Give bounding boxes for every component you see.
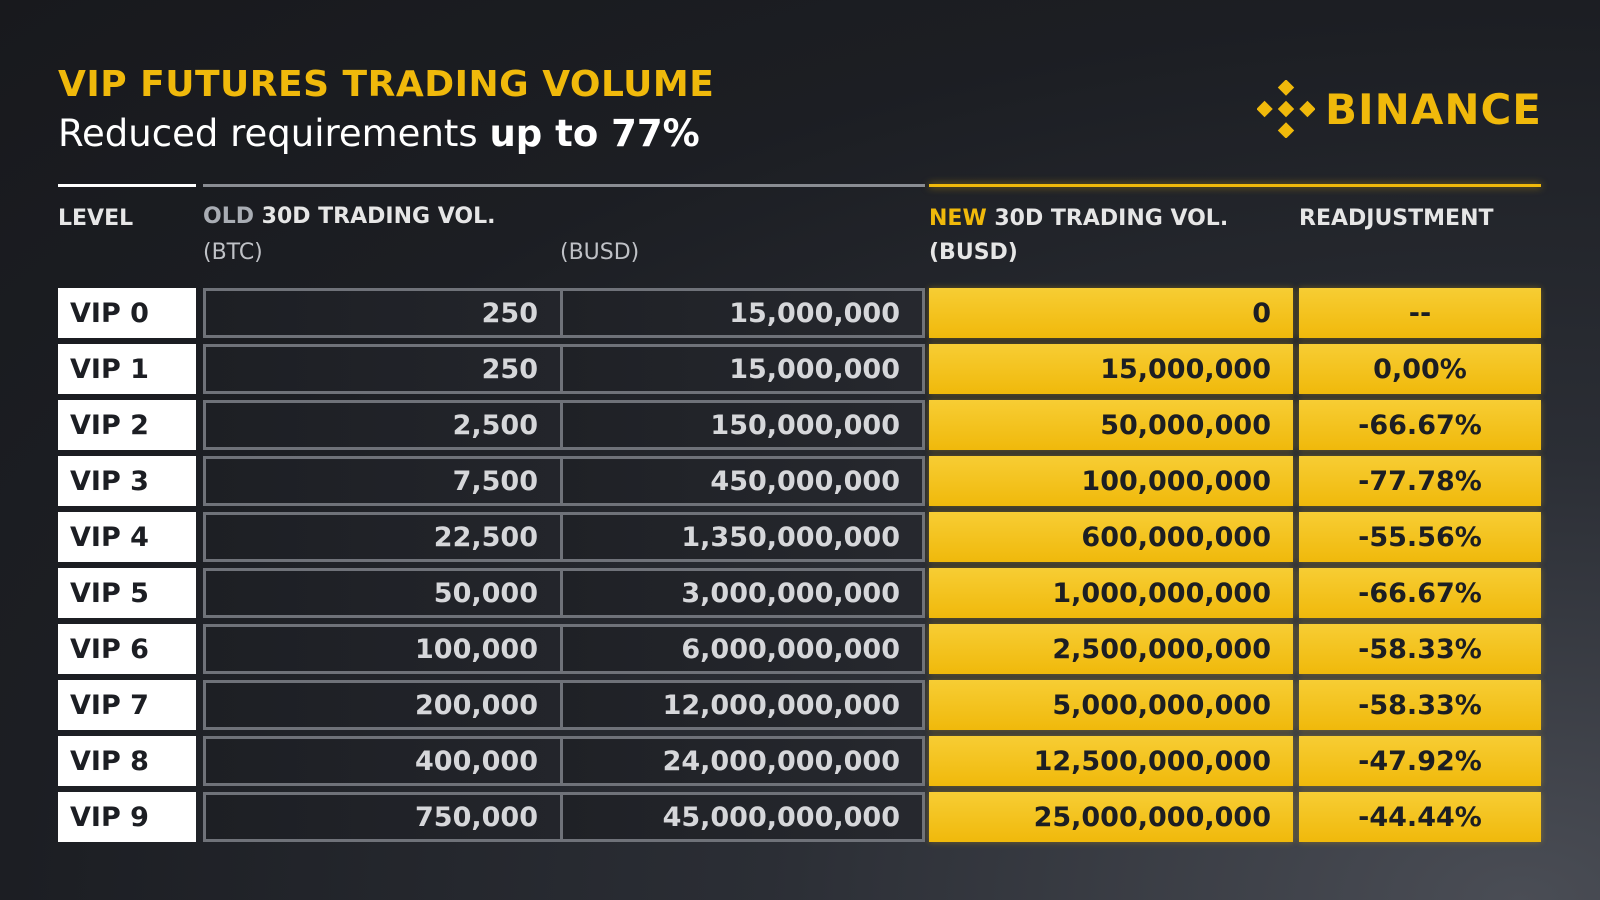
new-busd-unit: (BUSD): [929, 240, 1018, 265]
new-busd-cell: 50,000,000: [929, 400, 1293, 450]
table-row: VIP 4 22,500 1,350,000,000 600,000,000 -…: [58, 512, 1541, 562]
subtitle-emphasis: up to 77%: [489, 112, 700, 155]
readjustment-cell: -58.33%: [1299, 680, 1541, 730]
old-busd-cell: 15,000,000: [563, 288, 925, 338]
brand-logo: BINANCE: [1257, 80, 1542, 138]
page-title: VIP FUTURES TRADING VOLUME: [58, 64, 715, 105]
old-btc-cell: 750,000: [203, 792, 563, 842]
old-volume-column-header: OLD 30D TRADING VOL.: [203, 204, 495, 229]
level-cell: VIP 4: [58, 512, 196, 562]
table-row: VIP 0 250 15,000,000 0 --: [58, 288, 1541, 338]
new-busd-cell: 5,000,000,000: [929, 680, 1293, 730]
binance-logo-icon: [1257, 80, 1316, 138]
brand-name: BINANCE: [1325, 84, 1542, 134]
table-row: VIP 2 2,500 150,000,000 50,000,000 -66.6…: [58, 400, 1541, 450]
level-cell: VIP 5: [58, 568, 196, 618]
level-cell: VIP 2: [58, 400, 196, 450]
readjustment-cell: -66.67%: [1299, 400, 1541, 450]
table-row: VIP 9 750,000 45,000,000,000 25,000,000,…: [58, 792, 1541, 842]
readjustment-cell: -55.56%: [1299, 512, 1541, 562]
new-busd-cell: 1,000,000,000: [929, 568, 1293, 618]
readjustment-cell: -47.92%: [1299, 736, 1541, 786]
level-column-header: LEVEL: [58, 206, 134, 231]
readjustment-cell: -77.78%: [1299, 456, 1541, 506]
level-cell: VIP 8: [58, 736, 196, 786]
table-row: VIP 5 50,000 3,000,000,000 1,000,000,000…: [58, 568, 1541, 618]
old-busd-cell: 15,000,000: [563, 344, 925, 394]
old-busd-cell: 150,000,000: [563, 400, 925, 450]
new-busd-cell: 0: [929, 288, 1293, 338]
old-label: 30D TRADING VOL.: [253, 204, 496, 229]
level-cell: VIP 6: [58, 624, 196, 674]
new-volume-column-header: NEW 30D TRADING VOL.: [929, 206, 1228, 231]
readjustment-cell: -58.33%: [1299, 624, 1541, 674]
table-row: VIP 3 7,500 450,000,000 100,000,000 -77.…: [58, 456, 1541, 506]
new-highlight: NEW: [929, 206, 987, 231]
old-busd-unit: (BUSD): [560, 240, 640, 265]
new-busd-cell: 15,000,000: [929, 344, 1293, 394]
level-cell: VIP 0: [58, 288, 196, 338]
page-subtitle: Reduced requirements up to 77%: [58, 112, 700, 155]
old-btc-cell: 250: [203, 288, 563, 338]
readjustment-column-header: READJUSTMENT: [1299, 206, 1494, 231]
new-header-rule: [929, 184, 1541, 187]
table-row: VIP 7 200,000 12,000,000,000 5,000,000,0…: [58, 680, 1541, 730]
old-btc-unit: (BTC): [203, 240, 263, 265]
new-busd-cell: 25,000,000,000: [929, 792, 1293, 842]
old-busd-cell: 12,000,000,000: [563, 680, 925, 730]
level-cell: VIP 9: [58, 792, 196, 842]
old-busd-cell: 6,000,000,000: [563, 624, 925, 674]
subtitle-prefix: Reduced requirements: [58, 112, 490, 155]
old-highlight: OLD: [203, 204, 254, 229]
readjustment-cell: 0,00%: [1299, 344, 1541, 394]
level-cell: VIP 1: [58, 344, 196, 394]
old-busd-cell: 45,000,000,000: [563, 792, 925, 842]
old-btc-cell: 7,500: [203, 456, 563, 506]
level-cell: VIP 7: [58, 680, 196, 730]
readjustment-cell: -44.44%: [1299, 792, 1541, 842]
table-row: VIP 6 100,000 6,000,000,000 2,500,000,00…: [58, 624, 1541, 674]
level-cell: VIP 3: [58, 456, 196, 506]
old-busd-cell: 3,000,000,000: [563, 568, 925, 618]
old-btc-cell: 250: [203, 344, 563, 394]
level-header-rule: [58, 184, 196, 187]
table-row: VIP 8 400,000 24,000,000,000 12,500,000,…: [58, 736, 1541, 786]
new-busd-cell: 12,500,000,000: [929, 736, 1293, 786]
new-label: 30D TRADING VOL.: [986, 206, 1229, 231]
old-btc-cell: 50,000: [203, 568, 563, 618]
old-header-rule: [203, 184, 925, 187]
old-busd-cell: 450,000,000: [563, 456, 925, 506]
readjustment-cell: --: [1299, 288, 1541, 338]
old-busd-cell: 24,000,000,000: [563, 736, 925, 786]
table-row: VIP 1 250 15,000,000 15,000,000 0,00%: [58, 344, 1541, 394]
new-busd-cell: 600,000,000: [929, 512, 1293, 562]
old-busd-cell: 1,350,000,000: [563, 512, 925, 562]
readjustment-cell: -66.67%: [1299, 568, 1541, 618]
new-busd-cell: 100,000,000: [929, 456, 1293, 506]
old-btc-cell: 100,000: [203, 624, 563, 674]
old-btc-cell: 2,500: [203, 400, 563, 450]
old-btc-cell: 22,500: [203, 512, 563, 562]
old-btc-cell: 200,000: [203, 680, 563, 730]
new-busd-cell: 2,500,000,000: [929, 624, 1293, 674]
old-btc-cell: 400,000: [203, 736, 563, 786]
